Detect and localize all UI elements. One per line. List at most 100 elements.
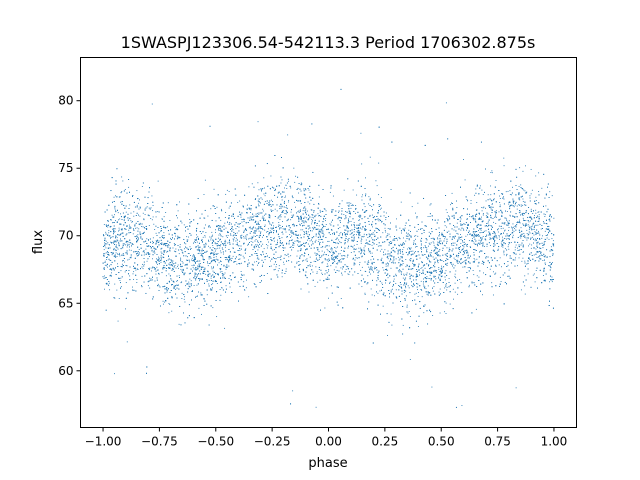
data-point [185,243,187,245]
data-point [504,248,506,250]
data-point [467,257,469,259]
data-point [492,294,494,296]
data-point [274,208,276,210]
data-point [372,232,374,234]
data-point [358,237,360,239]
data-point [258,189,260,191]
data-point [195,263,196,264]
data-point [489,245,491,246]
data-point [525,237,527,239]
data-point [105,252,107,254]
data-point [361,163,363,165]
data-point [533,247,535,249]
data-point [504,217,506,219]
data-point [506,238,507,240]
data-point [335,263,337,265]
data-point [466,229,468,231]
data-point [181,251,183,253]
data-point [478,230,479,231]
data-point [406,248,408,250]
data-point [104,264,106,266]
data-point [265,244,267,245]
data-point [256,255,258,256]
data-point [130,257,132,259]
data-point [189,261,191,263]
data-point [361,199,363,201]
data-point [209,236,211,238]
data-point [290,216,292,218]
data-point [379,219,381,220]
data-point [323,234,325,236]
data-point [255,213,257,215]
data-point [279,256,281,258]
data-point [522,204,524,206]
data-point [219,247,221,249]
data-point [122,247,124,249]
data-point [551,250,553,252]
data-point [371,294,373,296]
data-point [126,252,128,254]
data-point [408,251,410,252]
data-point [295,175,297,177]
data-point [437,262,439,264]
data-point [364,293,366,295]
data-point [195,242,196,244]
data-point [113,268,115,270]
data-point [526,229,528,231]
data-point [129,257,131,259]
data-point [325,245,327,247]
data-point [260,254,262,255]
data-point [472,217,474,219]
data-point [535,212,537,214]
data-point [371,252,373,254]
data-point [398,259,400,261]
data-point [433,276,435,278]
data-point [422,273,424,274]
data-point [430,242,432,244]
data-point [482,207,484,209]
data-point [200,292,202,294]
data-point [238,226,240,228]
data-point [489,206,490,208]
data-point [163,266,165,268]
data-point [200,263,202,265]
data-point [350,220,352,222]
data-point [552,243,554,245]
data-point [285,231,287,233]
data-point [325,245,327,247]
data-point [288,256,290,258]
data-point [196,275,198,277]
data-point [288,218,289,220]
data-point [280,182,282,184]
data-point [503,165,505,167]
data-point [489,237,491,239]
data-point [273,263,275,265]
data-point [429,252,431,254]
data-point [301,222,303,224]
data-point [128,258,130,260]
data-point [257,254,259,256]
data-point [139,233,141,235]
data-point [385,282,386,284]
data-point [387,334,388,336]
data-point [278,222,280,223]
data-point [500,242,502,244]
data-point [167,244,169,246]
data-point [535,175,537,177]
data-point [491,225,493,227]
data-point [504,229,506,231]
data-point [186,236,188,238]
data-point [188,285,190,287]
data-point [379,245,381,247]
data-point [524,225,526,227]
data-point [187,239,189,241]
data-point [139,252,140,254]
data-point [229,242,231,244]
data-point [340,298,342,299]
data-point [380,259,382,260]
data-point [216,316,218,318]
data-point [315,239,317,241]
data-point [535,238,536,240]
data-point [224,222,226,224]
